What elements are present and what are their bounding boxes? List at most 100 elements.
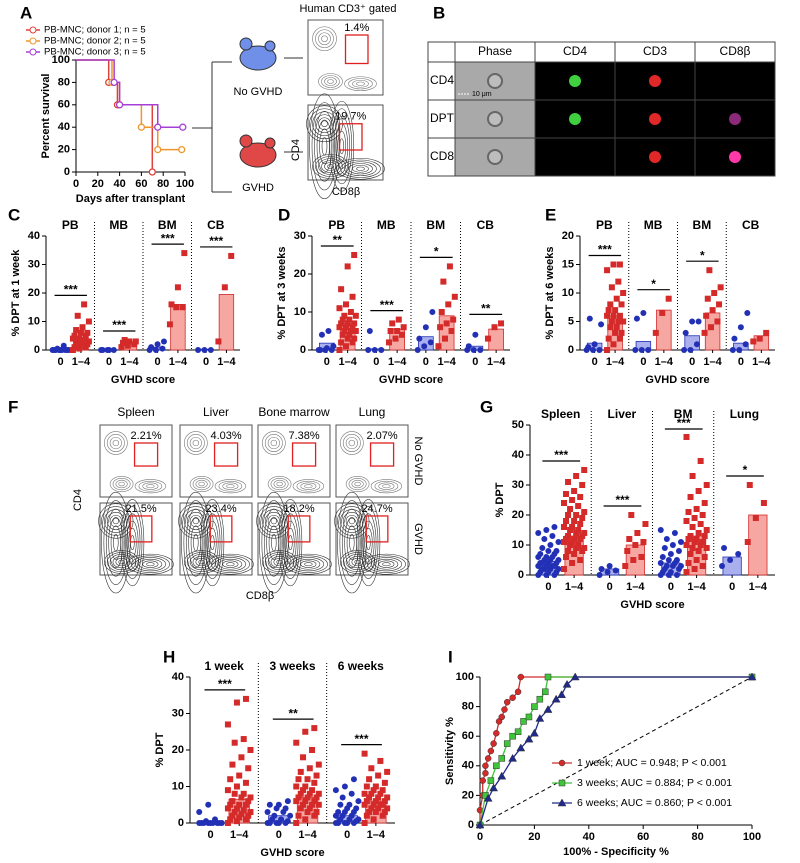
data-point xyxy=(598,321,605,328)
data-point xyxy=(297,768,304,775)
group-label: 6 weeks xyxy=(338,659,384,673)
contour xyxy=(108,517,124,569)
data-point xyxy=(543,554,550,560)
group-label: CB xyxy=(477,218,495,232)
data-point xyxy=(539,545,546,551)
y-tick-label: 40 xyxy=(512,449,524,461)
data-point xyxy=(571,518,578,524)
data-point xyxy=(693,536,700,542)
data-point xyxy=(341,312,348,319)
data-point xyxy=(537,551,544,557)
gate xyxy=(344,34,369,65)
significance-label: *** xyxy=(209,234,223,248)
roc-point xyxy=(484,755,492,762)
contour xyxy=(185,508,206,577)
contour xyxy=(192,439,200,447)
y-tick-label: 10 xyxy=(28,315,40,327)
gate-percent: 19.7% xyxy=(335,111,366,123)
data-point xyxy=(339,794,346,801)
axis-label: CD4 xyxy=(72,489,84,511)
data-point xyxy=(477,347,484,353)
data-point xyxy=(295,812,302,819)
roc-point xyxy=(475,820,485,829)
flow-plot: 1.4% xyxy=(307,19,384,96)
data-point xyxy=(335,809,342,816)
contour xyxy=(340,159,381,178)
gate-percent: 21.5% xyxy=(125,503,156,515)
flow-frame xyxy=(335,424,409,498)
data-point xyxy=(565,548,572,554)
x-tick-label: 1–4 xyxy=(703,356,722,368)
data-point xyxy=(682,329,689,336)
data-point xyxy=(205,801,212,808)
data-point xyxy=(302,783,309,790)
data-point xyxy=(541,536,548,542)
x-tick-label: 0 xyxy=(207,829,213,841)
contour xyxy=(103,500,129,585)
data-point xyxy=(683,518,690,524)
data-point xyxy=(665,295,672,302)
data-point xyxy=(366,794,373,801)
y-tick-label: 0 xyxy=(300,344,306,356)
data-point xyxy=(372,809,379,816)
contour xyxy=(184,431,208,455)
data-point xyxy=(667,551,674,557)
contour xyxy=(106,552,137,572)
data-point xyxy=(332,787,339,794)
data-point xyxy=(451,293,458,300)
data-point xyxy=(84,329,91,336)
gate-percent: 2.07% xyxy=(366,430,397,442)
data-point xyxy=(704,295,711,302)
data-point xyxy=(343,324,350,331)
contour xyxy=(226,484,235,489)
data-point xyxy=(701,329,708,336)
roc-point xyxy=(483,793,493,802)
data-point xyxy=(384,768,391,775)
data-point xyxy=(245,812,252,819)
roc-point xyxy=(536,695,544,703)
panel-letter: I xyxy=(448,647,453,666)
axis-label: CD4 xyxy=(290,139,302,161)
data-point xyxy=(586,315,593,322)
data-point xyxy=(563,491,570,497)
y-tick-label: 10 xyxy=(562,287,574,299)
data-point xyxy=(287,812,294,819)
data-point xyxy=(563,554,570,560)
data-point xyxy=(581,467,588,473)
data-point xyxy=(422,324,429,331)
data-point xyxy=(295,794,302,801)
contour xyxy=(300,560,317,568)
y-axis-label: % DPT at 3 weeks xyxy=(276,247,288,340)
significance-label: * xyxy=(651,277,656,291)
contour xyxy=(118,481,125,487)
flow-title: Human CD3⁺ gated xyxy=(300,3,397,15)
data-point xyxy=(737,324,744,331)
data-point xyxy=(379,812,386,819)
data-point xyxy=(555,557,562,563)
contour xyxy=(352,164,369,173)
data-point xyxy=(347,309,354,315)
data-point xyxy=(76,335,83,342)
data-point xyxy=(365,347,372,353)
data-point xyxy=(302,816,309,823)
data-point xyxy=(695,318,702,325)
data-point xyxy=(60,342,67,349)
x-tick-label: 0 xyxy=(324,356,330,368)
roc-point xyxy=(493,729,500,737)
roc-point xyxy=(517,673,525,681)
data-point xyxy=(195,347,202,353)
y-tick-label: 15 xyxy=(562,258,574,270)
contour xyxy=(348,517,356,525)
contour xyxy=(146,562,155,567)
data-point xyxy=(349,293,356,300)
significance-label: ** xyxy=(333,233,343,247)
group-label: PB xyxy=(596,218,613,232)
tissue-label: Lung xyxy=(359,405,386,419)
x-tick-label: 1–4 xyxy=(367,829,386,841)
x-tick-label: 60 xyxy=(637,831,649,843)
y-tick-label: 10 xyxy=(294,306,306,318)
roc-point xyxy=(498,755,506,762)
data-point xyxy=(573,512,580,518)
data-point xyxy=(575,527,582,533)
roc-point xyxy=(525,713,533,721)
